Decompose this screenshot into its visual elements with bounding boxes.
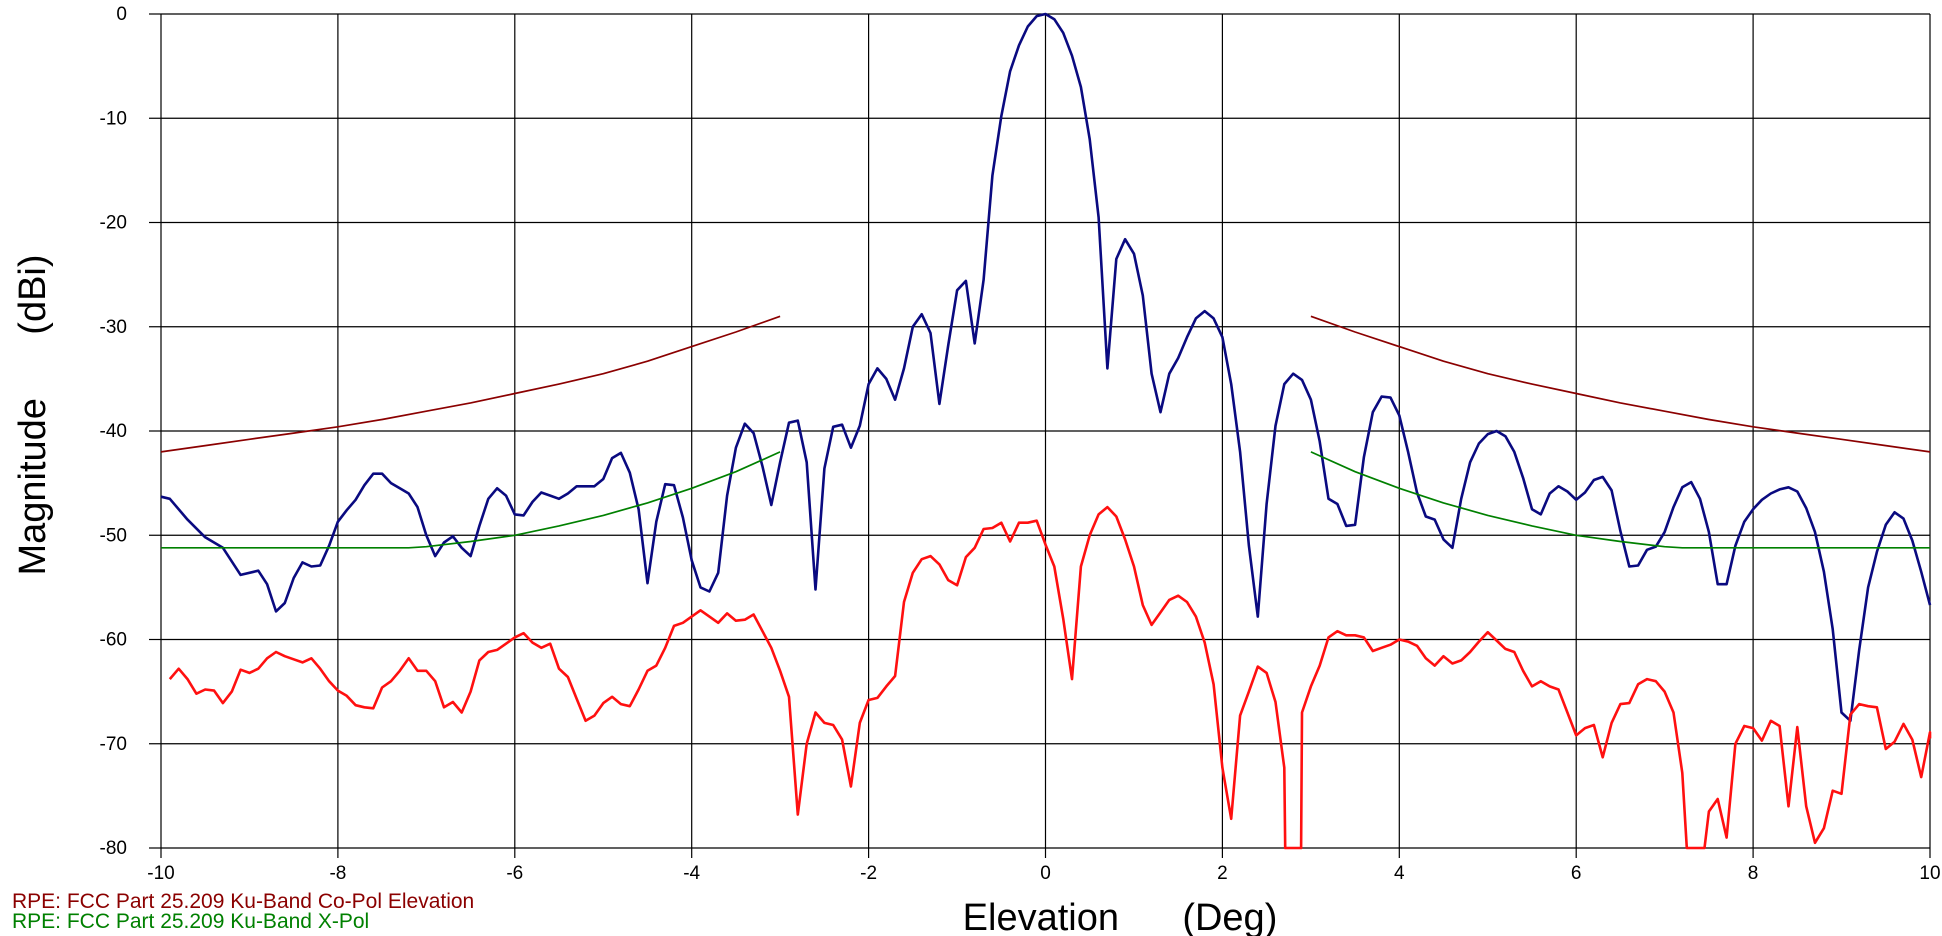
legend-entry-x-pol: RPE: FCC Part 25.209 Ku-Band X-Pol bbox=[12, 910, 369, 933]
y-tick-label: -30 bbox=[100, 317, 127, 338]
y-tick-label: -40 bbox=[100, 421, 127, 442]
series-line-4 bbox=[1310, 315, 1931, 453]
y-tick-label: -10 bbox=[100, 108, 127, 129]
y-tick-label: -60 bbox=[100, 630, 127, 651]
x-tick-label: 8 bbox=[1748, 863, 1759, 884]
x-tick-label: 0 bbox=[1040, 863, 1051, 884]
legend-entry-co-pol: RPE: FCC Part 25.209 Ku-Band Co-Pol Elev… bbox=[12, 890, 474, 913]
x-tick-label: -8 bbox=[329, 863, 346, 884]
x-axis-title: Elevation (Deg) bbox=[963, 897, 1278, 936]
x-tick-label: 4 bbox=[1394, 863, 1405, 884]
series-line-1 bbox=[160, 12, 1932, 723]
y-tick-label: -70 bbox=[100, 734, 127, 755]
x-tick-label: -4 bbox=[683, 863, 700, 884]
x-tick-label: 10 bbox=[1919, 863, 1940, 884]
x-tick-label: -2 bbox=[860, 863, 877, 884]
y-tick-label: -80 bbox=[100, 838, 127, 859]
y-tick-label: -50 bbox=[100, 525, 127, 546]
series-layer bbox=[160, 12, 1932, 850]
y-axis-title: Magnitude (dBi) bbox=[12, 254, 54, 575]
x-tick-label: 6 bbox=[1571, 863, 1582, 884]
x-tick-label: 2 bbox=[1217, 863, 1228, 884]
tick-layer: -10 -8 -6 -4 -2 0 2 4 6 8 100-10-20-30-40-50-60-70… bbox=[100, 4, 1941, 884]
series-line-6 bbox=[1310, 451, 1930, 549]
y-tick-label: -20 bbox=[100, 213, 127, 234]
x-tick-label: -10 bbox=[147, 863, 174, 884]
series-line-3 bbox=[160, 315, 781, 453]
grid-layer bbox=[149, 13, 1931, 858]
y-tick-label: 0 bbox=[116, 4, 127, 25]
series-line-2 bbox=[168, 505, 1932, 850]
series-line-5 bbox=[161, 451, 781, 549]
x-tick-label: -6 bbox=[506, 863, 523, 884]
